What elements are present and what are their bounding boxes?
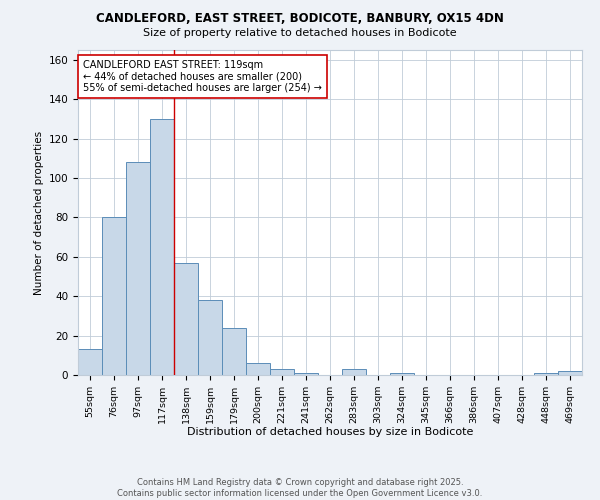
Bar xyxy=(390,373,414,375)
Bar xyxy=(270,369,294,375)
Bar xyxy=(222,328,246,375)
Bar xyxy=(198,300,222,375)
X-axis label: Distribution of detached houses by size in Bodicote: Distribution of detached houses by size … xyxy=(187,428,473,438)
Bar xyxy=(342,369,366,375)
Bar xyxy=(246,363,270,375)
Text: Size of property relative to detached houses in Bodicote: Size of property relative to detached ho… xyxy=(143,28,457,38)
Text: CANDLEFORD, EAST STREET, BODICOTE, BANBURY, OX15 4DN: CANDLEFORD, EAST STREET, BODICOTE, BANBU… xyxy=(96,12,504,26)
Bar xyxy=(126,162,150,375)
Bar xyxy=(150,119,174,375)
Bar xyxy=(102,218,126,375)
Bar xyxy=(294,373,318,375)
Bar xyxy=(78,350,102,375)
Bar xyxy=(534,373,558,375)
Bar xyxy=(174,262,198,375)
Y-axis label: Number of detached properties: Number of detached properties xyxy=(34,130,44,294)
Text: CANDLEFORD EAST STREET: 119sqm
← 44% of detached houses are smaller (200)
55% of: CANDLEFORD EAST STREET: 119sqm ← 44% of … xyxy=(83,60,322,93)
Bar xyxy=(558,371,582,375)
Text: Contains HM Land Registry data © Crown copyright and database right 2025.
Contai: Contains HM Land Registry data © Crown c… xyxy=(118,478,482,498)
